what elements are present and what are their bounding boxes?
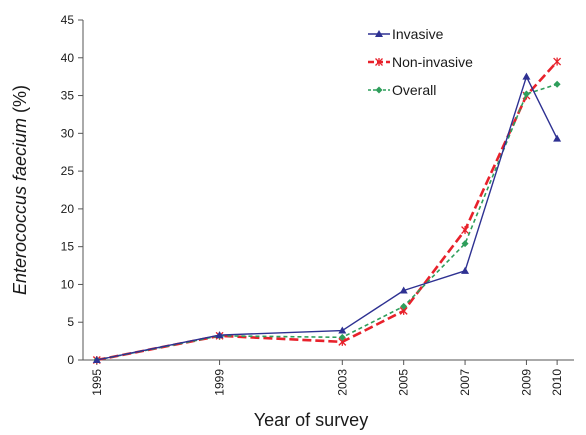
legend-label: Overall — [392, 82, 436, 98]
y-axis-title-species: Enterococcus faecium — [10, 118, 30, 295]
legend-entry: Non-invasive — [368, 54, 473, 70]
x-axis-ticks: 1995 1999 2003 2005 2007 2009 2010 — [90, 360, 564, 396]
data-point — [522, 72, 531, 80]
y-tick-label: 0 — [67, 353, 74, 367]
x-tick-label: 1995 — [90, 369, 104, 396]
plot-area: 0 5 10 15 20 25 30 35 40 45 1995 1999 2003 2005 2007 2… — [61, 13, 574, 396]
legend-swatch-marker — [375, 58, 383, 66]
y-tick-label: 40 — [61, 51, 75, 65]
data-point — [399, 286, 408, 294]
x-tick-label: 2003 — [335, 369, 349, 396]
data-point — [553, 134, 562, 142]
data-point — [92, 356, 101, 363]
y-tick-label: 15 — [61, 240, 75, 254]
y-axis-ticks: 0 5 10 15 20 25 30 35 40 45 — [61, 13, 83, 367]
y-tick-label: 10 — [61, 277, 75, 291]
y-tick-label: 45 — [61, 13, 75, 27]
data-point — [338, 333, 346, 341]
series-invasive — [92, 72, 562, 363]
y-tick-label: 25 — [61, 164, 75, 178]
y-tick-label: 30 — [61, 126, 75, 140]
series-overall — [93, 80, 561, 364]
data-point — [400, 302, 408, 310]
x-axis-title: Year of survey — [254, 410, 368, 430]
x-tick-label: 2010 — [550, 369, 564, 396]
y-tick-label: 5 — [67, 315, 74, 329]
data-point — [553, 57, 562, 66]
data-point — [338, 326, 347, 334]
series-layer — [92, 57, 562, 364]
x-tick-label: 2007 — [458, 369, 472, 396]
legend-entry: Invasive — [368, 26, 444, 42]
series-line — [96, 83, 558, 361]
data-point — [522, 90, 530, 98]
x-tick-label: 2009 — [519, 369, 533, 396]
y-axis-title-unit: (%) — [10, 85, 30, 118]
x-tick-label: 2005 — [397, 369, 411, 396]
data-point — [461, 226, 470, 235]
series-non-invasive — [92, 57, 562, 364]
legend-swatch-marker — [375, 30, 383, 37]
legend-entry: Overall — [368, 82, 436, 98]
y-tick-label: 35 — [61, 89, 75, 103]
y-axis-title: Enterococcus faecium (%) — [10, 85, 30, 295]
legend: Invasive Non-invasive Overall — [368, 26, 473, 98]
legend-label: Invasive — [392, 26, 444, 42]
data-point — [461, 266, 470, 274]
series-line — [96, 60, 559, 362]
data-point — [215, 331, 224, 339]
series-line — [96, 75, 558, 361]
x-tick-label: 1999 — [213, 369, 227, 396]
data-point — [553, 80, 561, 88]
legend-label: Non-invasive — [392, 54, 473, 70]
y-tick-label: 20 — [61, 202, 75, 216]
data-point — [461, 240, 469, 248]
legend-swatch-marker — [375, 86, 383, 94]
